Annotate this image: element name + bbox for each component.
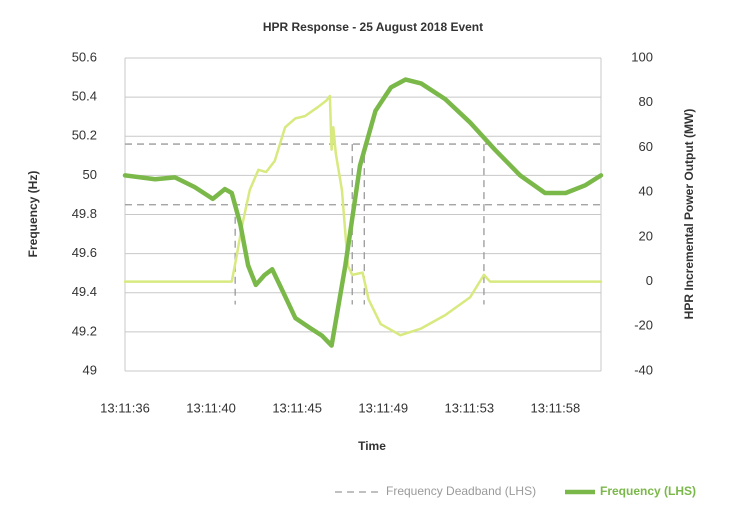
y-tick-label: 49.6 (72, 245, 97, 260)
y-tick-label: 49 (83, 362, 97, 377)
legend-label: Frequency (LHS) (600, 484, 696, 498)
series-line (122, 77, 604, 348)
y2-tick-label: 40 (639, 184, 653, 199)
x-tick-label: 13:11:53 (444, 400, 494, 415)
x-tick-label: 13:11:40 (186, 400, 236, 415)
y2-tick-label: 20 (639, 228, 653, 243)
y2-axis-title: HPR Incremental Power Output (MW) (682, 109, 696, 320)
y2-tick-label: -20 (634, 318, 653, 333)
chart-title: HPR Response - 25 August 2018 Event (263, 20, 483, 34)
legend-label: Frequency Deadband (LHS) (386, 484, 536, 498)
y-tick-label: 49.4 (72, 284, 97, 299)
y-axis-title: Frequency (Hz) (26, 171, 40, 258)
y-tick-label: 50 (83, 167, 97, 182)
y2-tick-label: 80 (639, 94, 653, 109)
x-tick-label: 13:11:58 (531, 400, 581, 415)
x-axis-title: Time (358, 439, 386, 453)
y-tick-label: 50.4 (72, 89, 97, 104)
y2-tick-label: 60 (639, 139, 653, 154)
series-line (123, 94, 603, 337)
x-tick-label: 13:11:36 (100, 400, 150, 415)
x-tick-label: 13:11:45 (272, 400, 322, 415)
y-tick-label: 49.2 (72, 323, 97, 338)
y-tick-label: 50.2 (72, 128, 97, 143)
y2-tick-label: 100 (631, 49, 653, 64)
y2-tick-label: 0 (646, 273, 653, 288)
y2-tick-label: -40 (634, 362, 653, 377)
y-tick-label: 49.8 (72, 206, 97, 221)
x-tick-label: 13:11:49 (358, 400, 408, 415)
y-tick-label: 50.6 (72, 49, 97, 64)
